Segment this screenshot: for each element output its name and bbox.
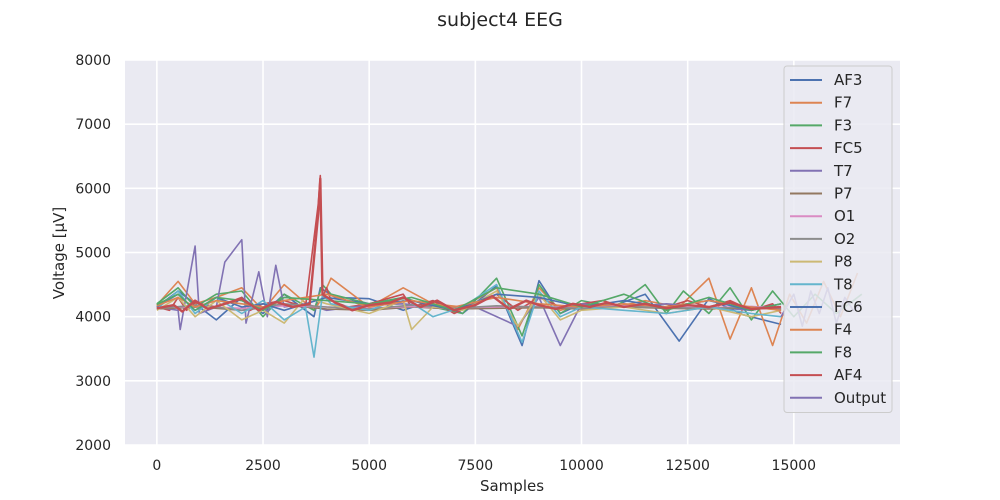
legend-label: FC6 [834,298,863,316]
legend-label: FC5 [834,139,863,157]
y-tick-label: 8000 [75,53,111,69]
x-axis-label: Samples [480,477,544,495]
series-lines [156,174,863,358]
legend-label: Output [834,389,886,407]
legend: AF3 F7 F3 FC5 T7 P7 O1 O2 P8 T8 FC6 F4 F8 AF4 Output [783,65,893,413]
y-axis-label: Voltage [µV] [50,207,68,300]
legend-label: AF3 [834,71,862,89]
x-tick-label: 12500 [665,458,710,474]
legend-label: T8 [833,275,853,293]
y-tick-label: 3000 [75,374,111,390]
legend-label: F3 [834,116,852,134]
y-tick-label: 6000 [75,181,111,197]
series-line-f4 [156,293,782,312]
y-tick-label: 5000 [75,246,111,262]
y-tick-label: 7000 [75,117,111,133]
x-tick-label: 2500 [245,458,281,474]
legend-label: T7 [833,162,853,180]
series-line-f3 [156,277,863,337]
series-line-f8 [156,286,782,312]
series-line-p8 [156,290,782,331]
x-tick-label: 5000 [351,458,387,474]
legend-label: F7 [834,94,852,112]
tick-labels: 0 2500 5000 7500 10000 12500 15000 2000 3000 4000… [75,53,816,474]
y-tick-label: 2000 [75,438,111,454]
legend-label: P8 [834,253,853,271]
legend-label: F4 [834,321,852,339]
legend-label: O1 [834,207,855,225]
series-line-af4 [156,177,782,313]
x-tick-label: 0 [152,458,161,474]
y-tick-label: 4000 [75,310,111,326]
legend-box [783,65,893,413]
legend-label: O2 [834,230,855,248]
chart-title: subject4 EEG [437,9,563,31]
legend-label: AF4 [834,366,862,384]
x-tick-label: 7500 [458,458,494,474]
x-tick-label: 10000 [559,458,604,474]
legend-label: F8 [834,343,852,361]
legend-label: P7 [834,185,853,203]
x-tick-label: 15000 [772,458,817,474]
